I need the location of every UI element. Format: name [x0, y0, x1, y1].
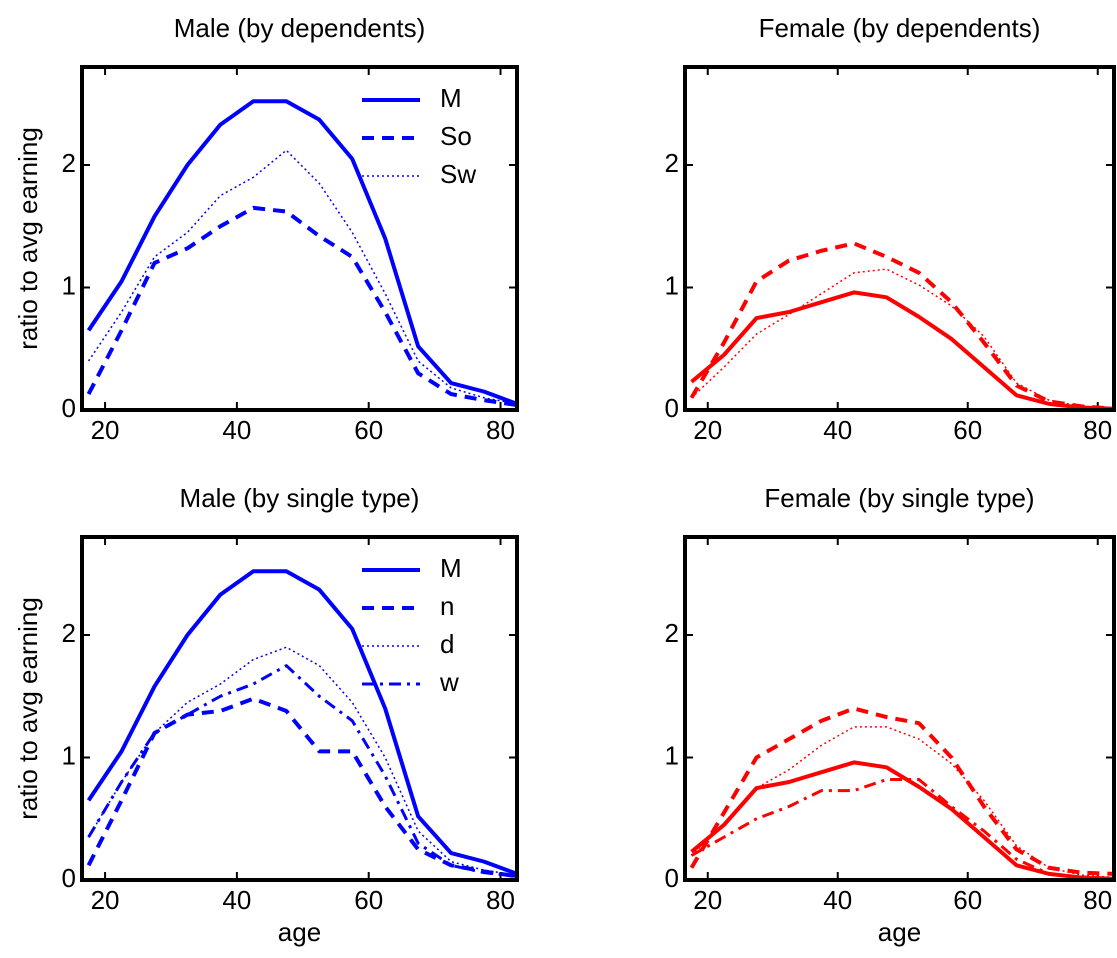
- axes-frame: [683, 535, 1116, 882]
- x-tick-label: 80: [1083, 885, 1112, 915]
- data-line: [690, 290, 1114, 410]
- y-tick-label: 0: [665, 863, 679, 893]
- x-tick-label: 20: [693, 885, 722, 915]
- data-line: [87, 664, 517, 878]
- y-tick-label: 1: [62, 270, 76, 300]
- y-tick-label: 2: [665, 148, 679, 178]
- data-line: [690, 760, 1114, 880]
- legend-label: n: [440, 591, 454, 621]
- y-tick-label: 1: [665, 740, 679, 770]
- data-line: [690, 726, 1114, 879]
- x-tick-label: 40: [823, 885, 852, 915]
- y-tick-label: 2: [62, 618, 76, 648]
- legend-label: w: [439, 667, 459, 697]
- y-tick-label: 1: [62, 740, 76, 770]
- x-tick-label: 60: [354, 885, 383, 915]
- chart-title: Male (by single type): [180, 483, 420, 513]
- x-tick-label: 40: [222, 885, 251, 915]
- y-tick-label: 2: [665, 618, 679, 648]
- legend-label: d: [440, 629, 454, 659]
- y-axis-label: ratio to avg earning: [13, 597, 43, 820]
- x-tick-label: 80: [486, 415, 515, 445]
- x-tick-label: 80: [1083, 415, 1112, 445]
- x-axis-label: age: [878, 917, 921, 947]
- chart-title: Female (by single type): [764, 483, 1034, 513]
- data-line: [689, 241, 1114, 410]
- data-line: [690, 268, 1114, 410]
- data-line: [87, 646, 517, 876]
- axes-frame: [683, 65, 1116, 412]
- x-tick-label: 60: [953, 885, 982, 915]
- data-line: [690, 778, 1114, 880]
- data-line: [689, 706, 1114, 876]
- y-tick-label: 0: [665, 393, 679, 423]
- x-tick-label: 20: [91, 415, 120, 445]
- x-tick-label: 80: [486, 885, 515, 915]
- y-tick-label: 1: [665, 270, 679, 300]
- x-tick-label: 40: [823, 415, 852, 445]
- x-tick-label: 20: [91, 885, 120, 915]
- y-tick-label: 0: [62, 863, 76, 893]
- y-tick-label: 2: [62, 148, 76, 178]
- axes-frame: [80, 535, 519, 882]
- legend-label: So: [440, 121, 472, 151]
- x-tick-label: 60: [953, 415, 982, 445]
- y-axis-label: ratio to avg earning: [13, 127, 43, 350]
- data-line: [86, 569, 517, 876]
- chart-title: Female (by dependents): [759, 13, 1041, 43]
- axes-frame: [80, 65, 519, 412]
- legend-label: M: [440, 83, 462, 113]
- legend-label: M: [440, 553, 462, 583]
- x-axis-label: age: [278, 917, 321, 947]
- data-line: [86, 696, 517, 879]
- data-line: [87, 149, 517, 405]
- x-tick-label: 60: [354, 415, 383, 445]
- x-tick-label: 40: [222, 415, 251, 445]
- x-tick-label: 20: [693, 415, 722, 445]
- legend-label: Sw: [440, 159, 476, 189]
- y-tick-label: 0: [62, 393, 76, 423]
- data-line: [86, 99, 517, 406]
- data-line: [86, 205, 517, 408]
- chart-title: Male (by dependents): [174, 13, 425, 43]
